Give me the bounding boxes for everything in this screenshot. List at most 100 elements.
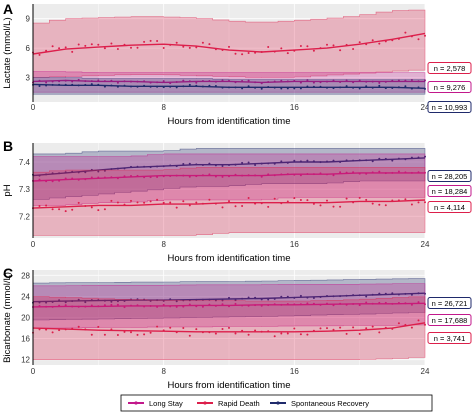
data-point <box>365 301 368 304</box>
data-point <box>221 328 224 330</box>
data-point <box>358 332 361 335</box>
data-point <box>339 171 342 174</box>
n-badge-label: n = 26,721 <box>432 299 468 308</box>
data-point <box>38 205 41 207</box>
data-point <box>123 330 126 333</box>
data-point <box>267 205 270 208</box>
data-point <box>365 295 368 298</box>
data-point <box>188 46 191 49</box>
trend-line <box>32 83 426 89</box>
trend-line <box>32 79 425 84</box>
data-point <box>208 173 211 176</box>
series-spontaneous-recovery <box>32 278 426 321</box>
data-point <box>149 331 152 334</box>
iqr-band <box>32 9 426 78</box>
data-point <box>201 41 204 44</box>
data-point <box>299 294 302 297</box>
x-tick-label: 24 <box>421 240 430 249</box>
data-point <box>64 46 67 49</box>
data-point <box>241 161 244 164</box>
data-point <box>195 201 198 204</box>
data-point <box>162 201 165 204</box>
n-badge <box>427 314 472 326</box>
trend-line <box>32 302 426 308</box>
data-point <box>424 34 426 37</box>
data-point <box>326 199 328 202</box>
legend-label: Long Stay <box>149 399 183 408</box>
data-point <box>319 204 322 207</box>
n-badge <box>427 332 472 344</box>
data-point <box>130 331 132 334</box>
data-point <box>130 199 132 202</box>
data-point <box>280 47 283 50</box>
y-tick-label: 20 <box>21 314 30 323</box>
x-axis-title: Hours from identification time <box>167 253 290 264</box>
data-point <box>182 45 185 48</box>
y-axis-title: pH <box>2 184 13 196</box>
panel-a: A 0 8 16 24 3 6 9 Hours from identification time… <box>2 1 472 127</box>
y-tick-label: 9 <box>26 15 31 24</box>
data-point <box>358 304 361 307</box>
series-long-stay <box>32 153 426 206</box>
data-point <box>247 333 250 336</box>
data-point <box>234 205 237 208</box>
data-point <box>221 175 224 178</box>
trend-line <box>32 172 425 182</box>
x-tick-label: 8 <box>161 103 166 112</box>
x-tick-label: 24 <box>421 103 430 112</box>
n-badge-label: n = 3,741 <box>434 334 466 343</box>
data-point <box>378 81 381 84</box>
data-point <box>365 327 368 330</box>
x-tick-label: 0 <box>31 367 36 376</box>
data-point <box>299 45 302 47</box>
panel-b: B 0 8 16 24 7.2 7.3 7.4 Hours from identificatio… <box>2 138 472 264</box>
data-point <box>404 31 407 34</box>
data-point <box>293 197 296 200</box>
data-point <box>214 332 217 335</box>
data-point <box>110 300 113 303</box>
n-badge <box>427 62 472 74</box>
data-point <box>221 165 224 167</box>
legend-item-spontaneous-recovery: Spontaneous Recovery <box>270 399 369 408</box>
data-point <box>260 87 263 90</box>
data-point <box>234 302 237 305</box>
data-point <box>247 161 250 164</box>
data-point <box>228 45 230 48</box>
data-point <box>45 81 48 84</box>
data-point <box>201 305 204 308</box>
data-point <box>84 44 87 47</box>
series-spontaneous-recovery <box>32 77 426 95</box>
data-point <box>116 303 119 306</box>
data-point <box>208 43 211 46</box>
data-point <box>306 333 309 336</box>
x-axis-title: Hours from identification time <box>167 116 290 127</box>
data-point <box>273 335 276 338</box>
y-tick-label: 16 <box>21 335 30 344</box>
data-point <box>51 45 54 48</box>
data-point <box>58 208 61 211</box>
data-point <box>84 301 87 304</box>
x-tick-label: 16 <box>290 240 299 249</box>
legend-item-rapid-death: Rapid Death <box>197 399 260 408</box>
data-point <box>221 206 224 209</box>
data-point <box>254 329 257 332</box>
data-point <box>51 331 54 334</box>
data-point <box>280 332 283 335</box>
legend-swatch-point <box>134 401 138 405</box>
data-point <box>38 85 41 87</box>
data-point <box>339 326 342 329</box>
data-point <box>384 204 387 207</box>
data-point <box>103 208 106 211</box>
x-tick-label: 16 <box>290 103 299 112</box>
data-point <box>397 170 400 173</box>
data-point <box>404 198 407 201</box>
n-badge <box>427 185 472 197</box>
data-point <box>241 53 244 56</box>
data-point <box>116 48 119 50</box>
data-point <box>77 201 80 204</box>
data-point <box>299 199 302 201</box>
panel-letter: A <box>3 1 13 17</box>
data-point <box>306 159 309 162</box>
n-badge <box>427 297 472 309</box>
data-point <box>156 198 159 201</box>
